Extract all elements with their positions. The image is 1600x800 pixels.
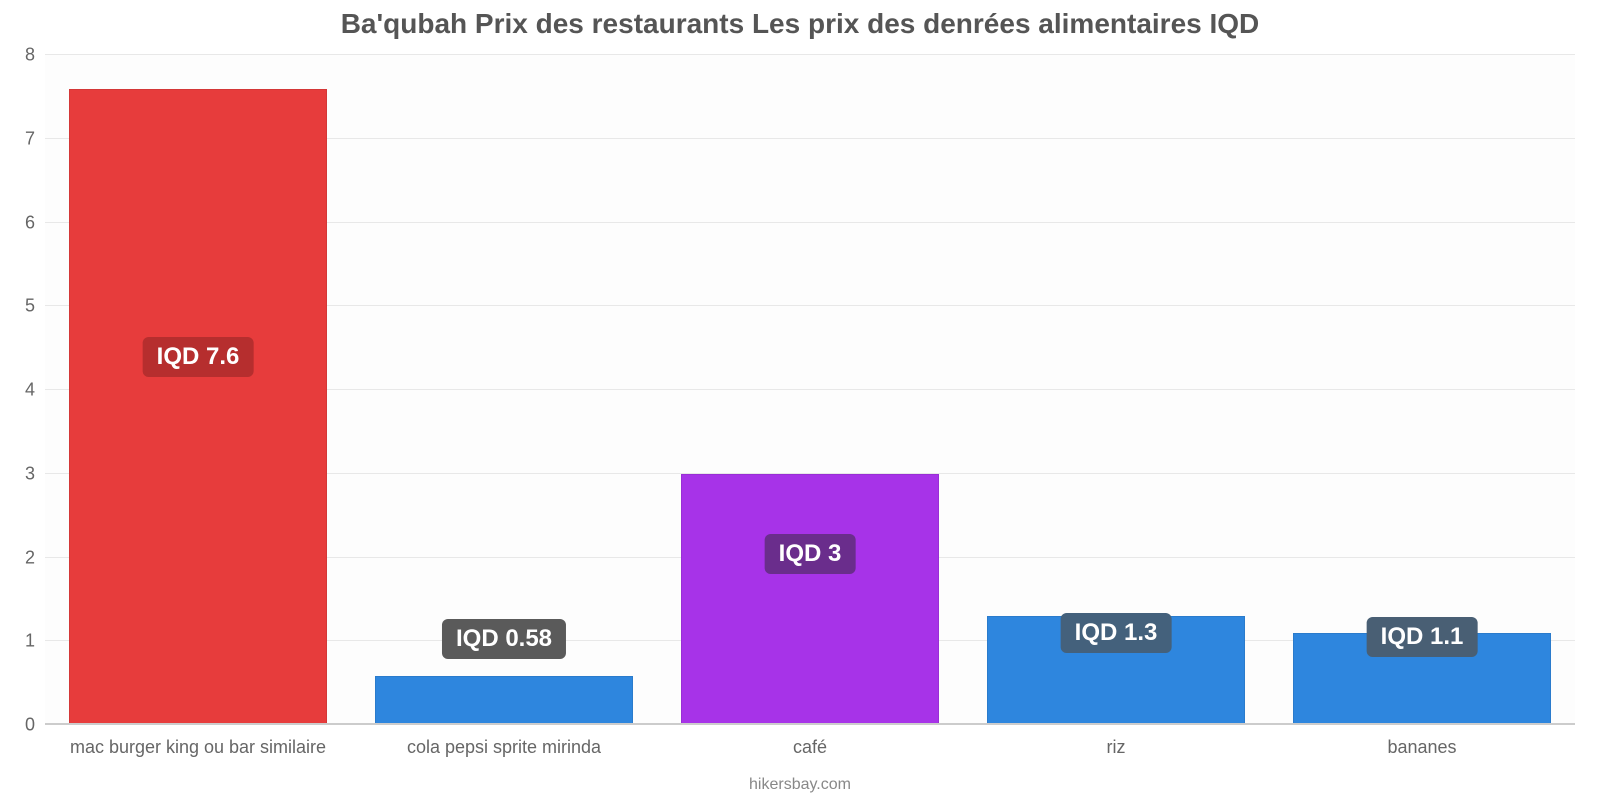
x-tick-label: café [793,737,827,758]
y-tick-label: 4 [25,380,35,401]
y-tick-label: 0 [25,715,35,736]
chart-container: Ba'qubah Prix des restaurants Les prix d… [0,0,1600,800]
bar-value-label: IQD 7.6 [143,337,254,377]
y-tick-label: 1 [25,631,35,652]
bar-value-label: IQD 1.3 [1061,613,1172,653]
chart-source: hikersbay.com [0,776,1600,794]
bar [375,676,632,725]
y-tick-label: 5 [25,296,35,317]
bar-value-label: IQD 3 [765,534,856,574]
bar [69,89,326,726]
x-tick-label: bananes [1387,737,1456,758]
x-tick-label: cola pepsi sprite mirinda [407,737,601,758]
bar [681,474,938,725]
chart-title: Ba'qubah Prix des restaurants Les prix d… [0,8,1600,40]
bar-value-label: IQD 0.58 [442,619,566,659]
bar-value-label: IQD 1.1 [1367,617,1478,657]
y-tick-label: 3 [25,463,35,484]
plot-area: IQD 7.6IQD 0.58IQD 3IQD 1.3IQD 1.1 01234… [45,55,1575,725]
y-tick-label: 8 [25,45,35,66]
x-axis-baseline [45,723,1575,725]
x-tick-label: mac burger king ou bar similaire [70,737,326,758]
y-tick-label: 7 [25,128,35,149]
y-tick-label: 2 [25,547,35,568]
bars-group: IQD 7.6 IQD 0.58 IQD 3 IQD 1.3 IQD 1.1 [45,55,1575,725]
x-tick-label: riz [1107,737,1126,758]
y-tick-label: 6 [25,212,35,233]
